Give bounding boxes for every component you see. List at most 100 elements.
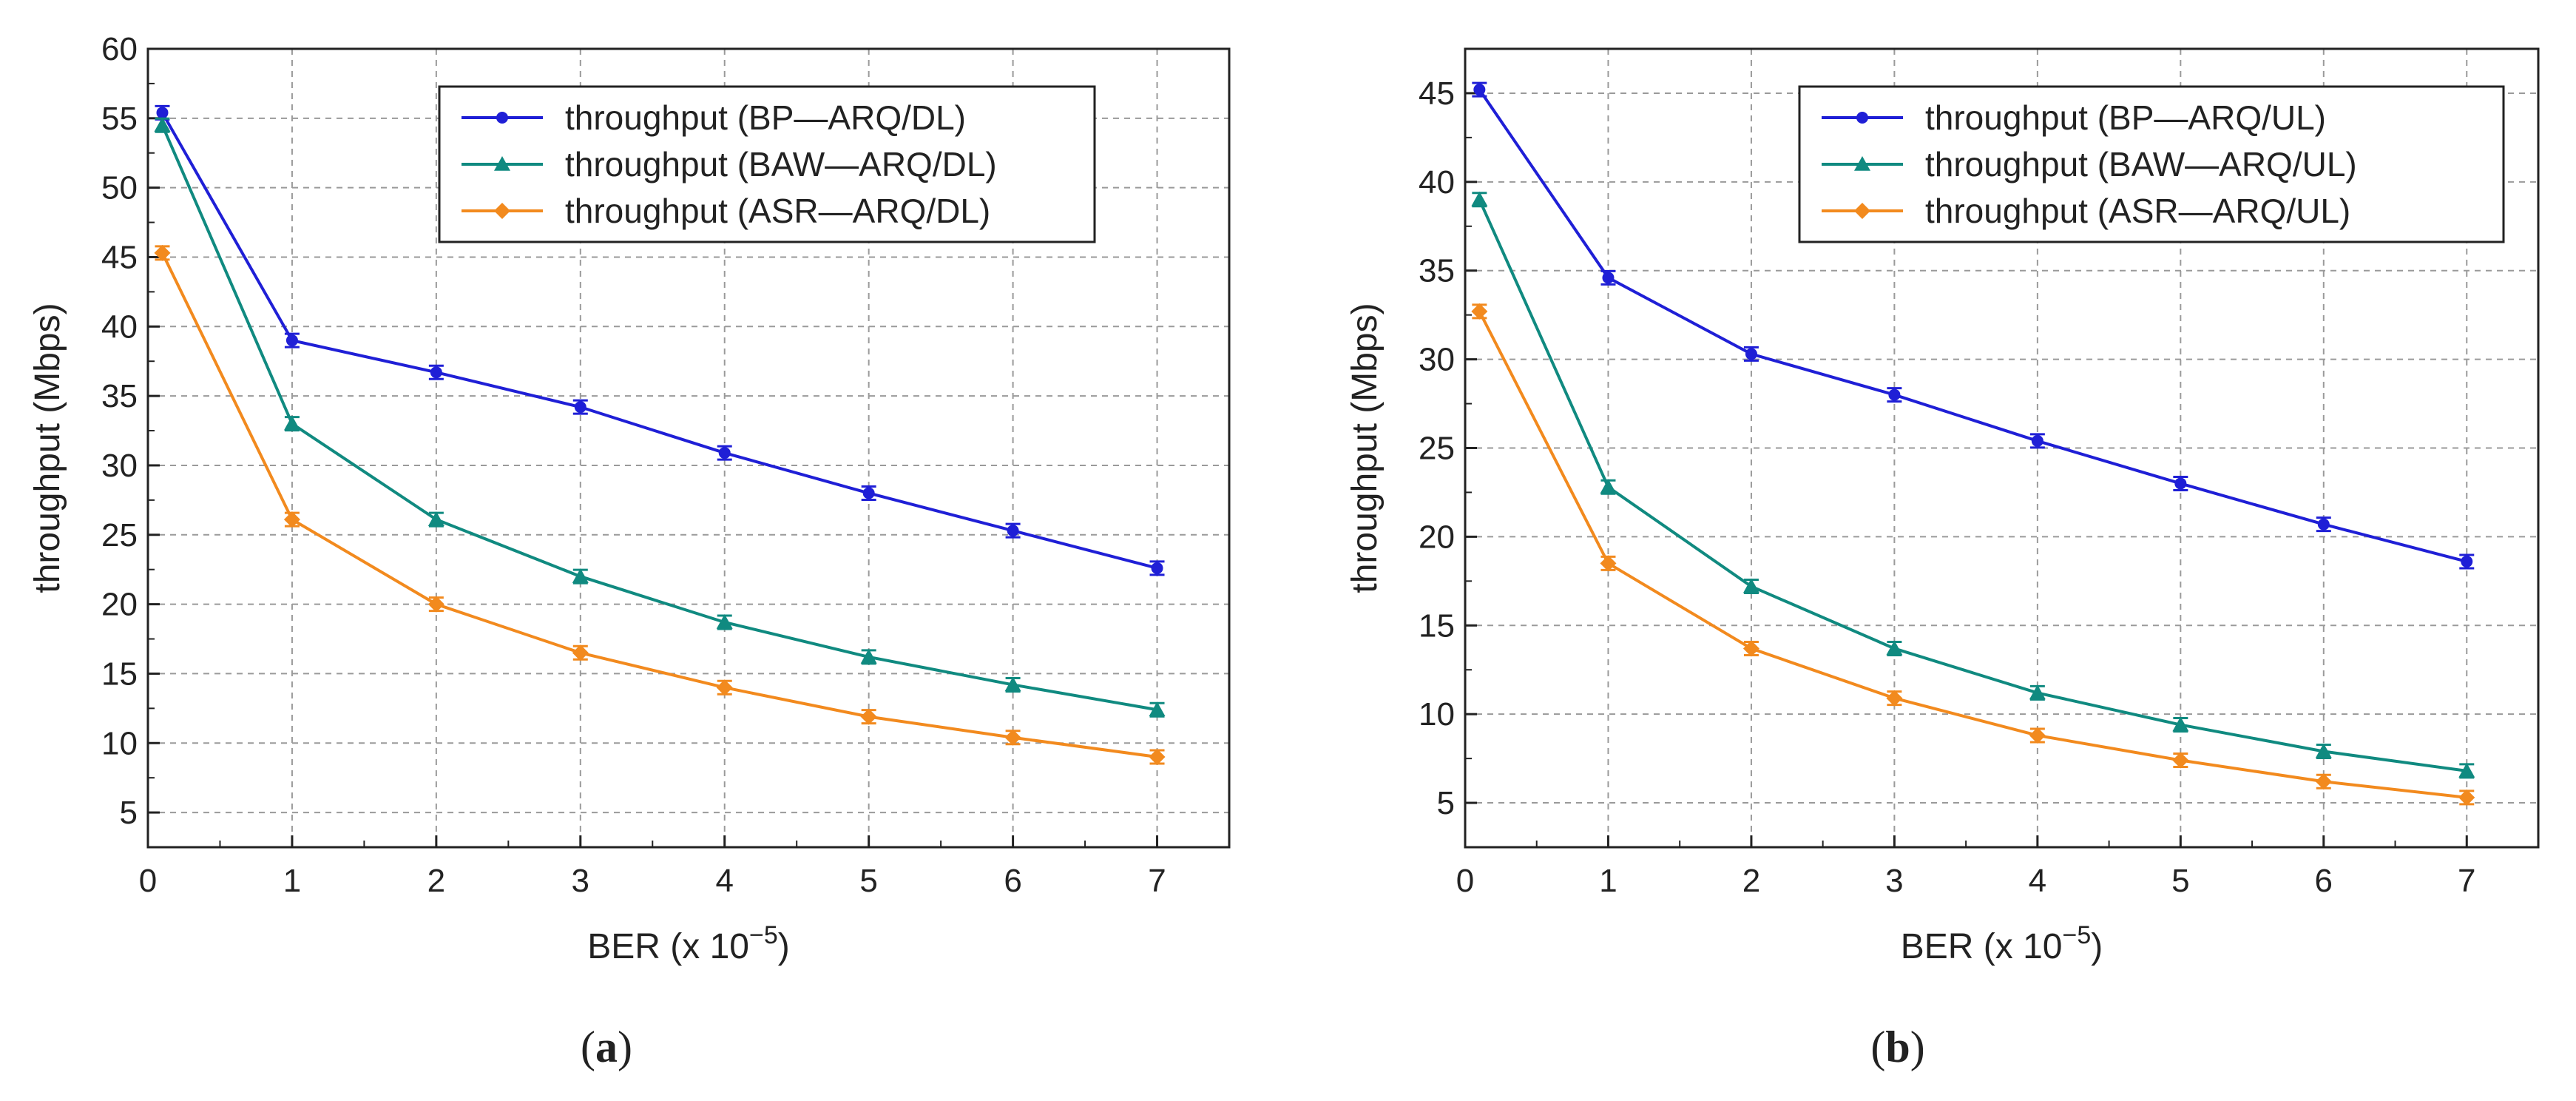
data-point-series-3 (2029, 727, 2046, 744)
data-point-series-1 (285, 334, 298, 347)
series-line-3 (1478, 310, 2467, 799)
y-tick-label: 10 (1419, 696, 1455, 733)
data-point-series-1 (2317, 518, 2330, 531)
sub-caption-open: ( (581, 1023, 595, 1071)
x-tick-label: 4 (2029, 863, 2046, 899)
x-tick-label: 6 (2315, 863, 2333, 899)
x-axis-title-main: BER (x 10 (1901, 927, 2063, 966)
y-tick-label: 10 (101, 725, 138, 761)
x-tick-label: 2 (427, 863, 445, 899)
legend-box (438, 85, 1096, 243)
y-tick-label: 60 (101, 31, 138, 67)
y-tick-label: 20 (1419, 519, 1455, 555)
x-axis-title-exponent: −5 (2063, 921, 2092, 949)
legend-label-3: throughput (ASR—ARQ/DL) (565, 192, 990, 230)
legend-marker-2 (494, 156, 510, 171)
x-tick-label: 3 (572, 863, 589, 899)
data-point-series-3 (427, 596, 444, 613)
legend-label-1: throughput (BP—ARQ/UL) (1925, 98, 2326, 137)
legend-label-2: throughput (BAW—ARQ/DL) (565, 145, 997, 184)
data-point-series-3 (860, 708, 877, 725)
y-tick-label: 15 (1419, 607, 1455, 644)
data-point-series-1 (1602, 272, 1615, 284)
y-tick-label: 25 (1419, 431, 1455, 467)
y-tick-label: 40 (1419, 164, 1455, 201)
y-tick-label: 25 (101, 517, 138, 553)
data-point-series-3 (2315, 773, 2332, 790)
data-point-series-1 (2461, 555, 2473, 568)
data-point-series-2 (2458, 762, 2475, 778)
data-point-series-2 (860, 648, 877, 664)
data-point-series-1 (1745, 348, 1757, 360)
data-point-series-2 (427, 511, 444, 526)
y-tick-label: 30 (101, 448, 138, 484)
legend-label-2: throughput (BAW—ARQ/UL) (1925, 145, 2357, 184)
y-tick-label: 50 (101, 170, 138, 206)
x-tick-label: 5 (2171, 863, 2189, 899)
sub-caption-close: ) (1910, 1023, 1925, 1071)
data-point-series-3 (1742, 640, 1759, 657)
series-line-1 (160, 112, 1158, 570)
data-point-series-2 (572, 568, 589, 583)
data-point-series-3 (1600, 555, 1617, 572)
data-point-series-2 (716, 614, 733, 629)
y-tick-label: 5 (120, 795, 138, 831)
data-point-series-2 (2315, 743, 2332, 758)
series-line-2 (1478, 198, 2467, 772)
x-tick-label: 7 (1148, 863, 1166, 899)
data-point-series-2 (1600, 479, 1617, 494)
sub-caption-open: ( (1870, 1023, 1885, 1071)
data-point-series-2 (283, 415, 300, 431)
y-tick-label: 20 (101, 587, 138, 623)
data-point-series-1 (156, 107, 169, 119)
data-point-series-3 (2458, 789, 2475, 806)
x-axis-title-exponent: −5 (749, 921, 778, 949)
data-point-series-3 (1471, 303, 1488, 320)
data-point-series-3 (1004, 729, 1021, 746)
legend-label-3: throughput (ASR—ARQ/UL) (1925, 192, 2350, 230)
data-point-series-3 (283, 511, 300, 528)
x-axis-title-suffix: ) (2091, 927, 2103, 966)
x-tick-label: 0 (139, 863, 157, 899)
data-point-series-1 (1151, 562, 1163, 574)
x-axis-title-suffix: ) (778, 927, 790, 966)
y-tick-label: 55 (101, 101, 138, 137)
data-point-series-1 (1007, 525, 1019, 537)
x-tick-label: 1 (1599, 863, 1617, 899)
x-tick-label: 5 (859, 863, 877, 899)
y-axis-title: throughput (Mbps) (1345, 303, 1385, 593)
legend-label-1: throughput (BP—ARQ/DL) (565, 98, 966, 137)
sub-caption-close: ) (618, 1023, 632, 1071)
legend-box (1798, 85, 2505, 243)
x-axis-title: BER (x 10−5) (1901, 921, 2103, 966)
legend-marker-2 (1854, 156, 1870, 171)
series-line-1 (1478, 89, 2467, 563)
x-tick-label: 4 (715, 863, 733, 899)
x-tick-label: 0 (1456, 863, 1474, 899)
sub-caption: (b) (1870, 1023, 1924, 1071)
legend-marker-3 (1854, 203, 1870, 219)
sub-caption: (a) (581, 1023, 632, 1071)
data-point-series-2 (2172, 716, 2189, 732)
data-point-series-1 (1888, 388, 1901, 401)
data-point-series-2 (154, 117, 171, 132)
series-line-3 (160, 252, 1157, 759)
y-tick-label: 40 (101, 309, 138, 345)
plot-frame (146, 47, 1231, 849)
data-point-series-2 (1149, 701, 1166, 717)
x-axis-title-main: BER (x 10 (587, 927, 749, 966)
x-tick-label: 1 (283, 863, 301, 899)
data-point-series-1 (862, 487, 875, 499)
data-point-series-1 (574, 401, 586, 414)
y-tick-label: 45 (1419, 75, 1455, 112)
data-point-series-1 (1473, 84, 1486, 96)
y-tick-label: 5 (1437, 785, 1455, 821)
x-tick-label: 3 (1885, 863, 1903, 899)
x-tick-label: 7 (2458, 863, 2475, 899)
legend-marker-3 (494, 203, 510, 219)
legend-marker-1 (496, 112, 508, 124)
data-point-series-3 (2172, 752, 2189, 769)
x-tick-label: 2 (1742, 863, 1760, 899)
